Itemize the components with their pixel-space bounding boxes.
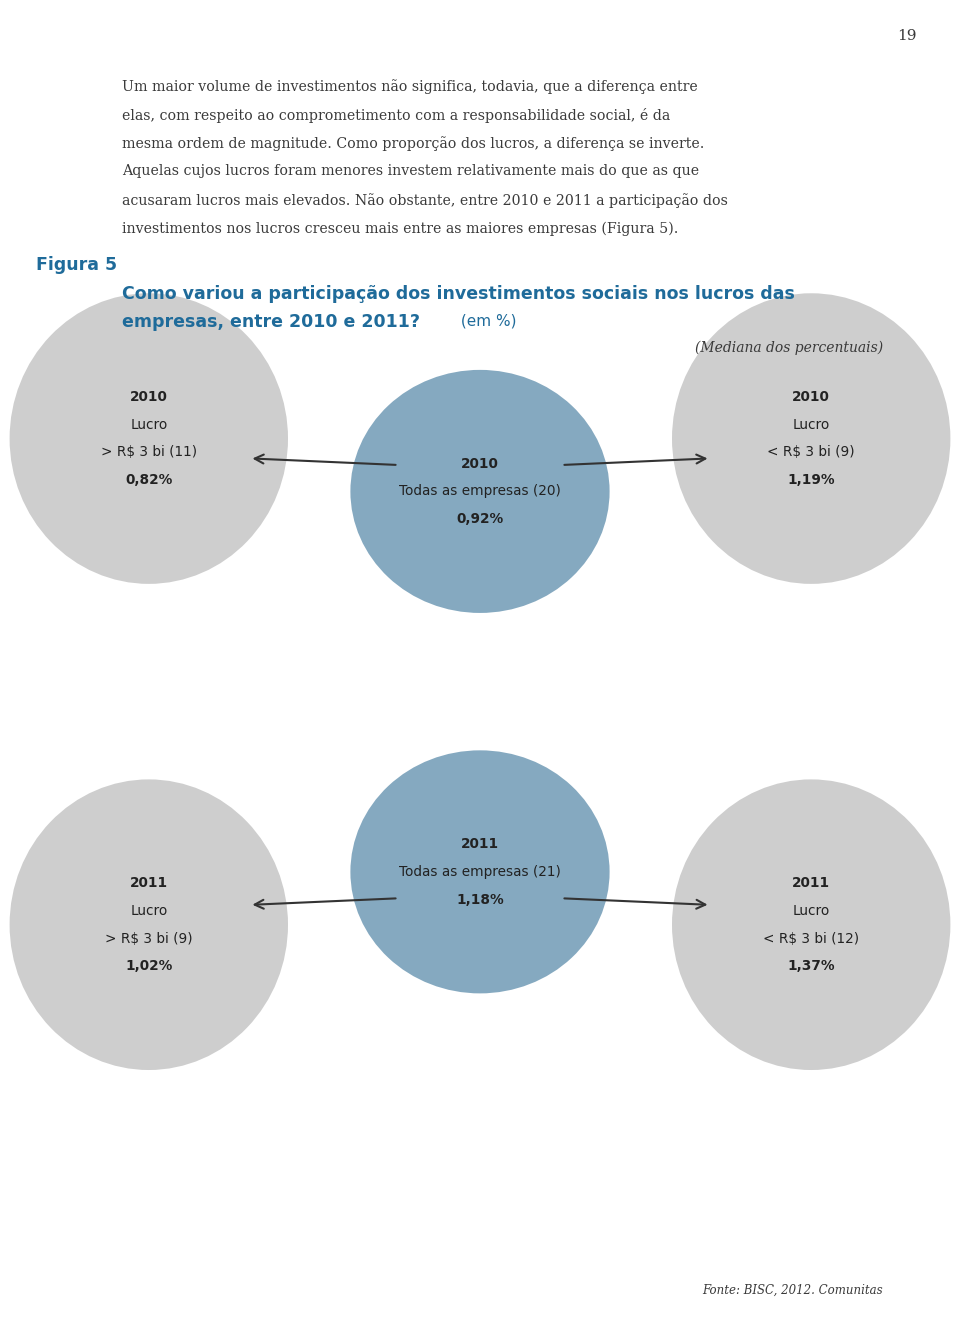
Text: (Mediana dos percentuais): (Mediana dos percentuais) [695,341,883,355]
Text: 2011: 2011 [461,838,499,851]
Text: Lucro: Lucro [131,904,167,918]
Text: 2011: 2011 [130,876,168,890]
Text: (em %): (em %) [456,313,516,328]
Text: < R$ 3 bi (12): < R$ 3 bi (12) [763,931,859,946]
Text: Fonte: BISC, 2012. Comunitas: Fonte: BISC, 2012. Comunitas [703,1284,883,1297]
Ellipse shape [350,750,610,993]
Text: Todas as empresas (20): Todas as empresas (20) [399,485,561,498]
Text: Lucro: Lucro [793,417,829,432]
Text: Um maior volume de investimentos não significa, todavia, que a diferença entre: Um maior volume de investimentos não sig… [122,79,698,94]
Text: Figura 5: Figura 5 [36,256,118,275]
Text: Aquelas cujos lucros foram menores investem relativamente mais do que as que: Aquelas cujos lucros foram menores inves… [122,165,699,178]
Text: Lucro: Lucro [793,904,829,918]
Ellipse shape [10,779,288,1070]
Text: elas, com respeito ao comprometimento com a responsabilidade social, é da: elas, com respeito ao comprometimento co… [122,107,670,123]
Text: 0,82%: 0,82% [125,473,173,487]
Text: 0,92%: 0,92% [456,513,504,526]
Text: 2011: 2011 [792,876,830,890]
Text: acusaram lucros mais elevados. Não obstante, entre 2010 e 2011 a participação do: acusaram lucros mais elevados. Não obsta… [122,193,728,207]
Text: 1,37%: 1,37% [787,959,835,974]
Ellipse shape [672,293,950,584]
Text: < R$ 3 bi (9): < R$ 3 bi (9) [767,445,855,460]
Text: mesma ordem de magnitude. Como proporção dos lucros, a diferença se inverte.: mesma ordem de magnitude. Como proporção… [122,136,705,151]
Text: Lucro: Lucro [131,417,167,432]
Text: 1,02%: 1,02% [125,959,173,974]
Text: Como variou a participação dos investimentos sociais nos lucros das: Como variou a participação dos investime… [122,285,795,304]
Text: > R$ 3 bi (9): > R$ 3 bi (9) [105,931,193,946]
Text: 1,18%: 1,18% [456,893,504,906]
Text: > R$ 3 bi (11): > R$ 3 bi (11) [101,445,197,460]
Text: empresas, entre 2010 e 2011?: empresas, entre 2010 e 2011? [122,313,420,332]
Text: 2010: 2010 [461,457,499,470]
Text: 2010: 2010 [792,390,830,404]
Ellipse shape [10,293,288,584]
Text: 1,19%: 1,19% [787,473,835,487]
Text: investimentos nos lucros cresceu mais entre as maiores empresas (Figura 5).: investimentos nos lucros cresceu mais en… [122,221,679,235]
Ellipse shape [672,779,950,1070]
Ellipse shape [350,370,610,613]
Text: 19: 19 [898,29,917,44]
Text: Todas as empresas (21): Todas as empresas (21) [399,865,561,878]
Text: 2010: 2010 [130,390,168,404]
